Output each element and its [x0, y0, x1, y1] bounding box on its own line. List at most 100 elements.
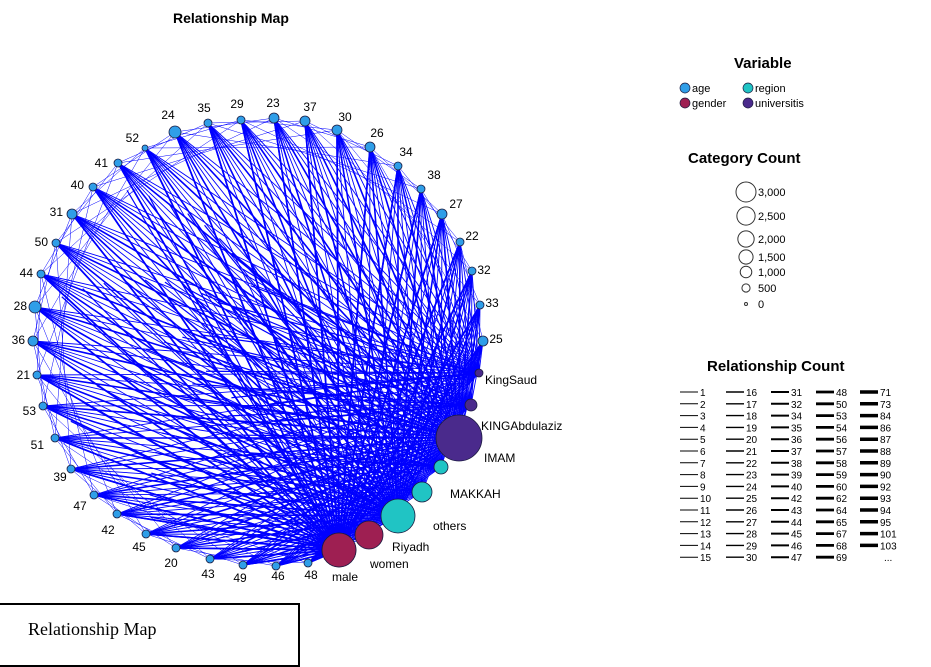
node-53 [39, 402, 47, 410]
relationship-count-label: 92 [880, 482, 892, 493]
node-40 [89, 183, 97, 191]
node-45 [142, 530, 150, 538]
category-count-label: 3,000 [758, 187, 786, 199]
node-label-makkah: MAKKAH [450, 487, 501, 501]
caption-box: Relationship Map [0, 603, 300, 667]
relationship-count-label: 93 [880, 494, 892, 505]
node-20 [172, 544, 180, 552]
relationship-count-label: 50 [836, 400, 848, 411]
relationship-count-label: 14 [700, 541, 712, 552]
relationship-count-label: 47 [791, 553, 803, 564]
node-label-48: 48 [304, 568, 318, 582]
node-kingabdulaziz [436, 415, 482, 461]
relationship-count-label: 69 [836, 553, 848, 564]
node-label-kingsaud: KingSaud [485, 373, 537, 387]
node-29 [237, 116, 245, 124]
relationship-count-label: ... [884, 553, 892, 564]
relationship-count-label: 67 [836, 530, 848, 541]
node-unlabeled [465, 399, 477, 411]
relationship-count-label: 21 [746, 447, 758, 458]
relationship-count-label: 54 [836, 423, 848, 434]
relationship-count-label: 73 [880, 400, 892, 411]
relationship-count-label: 42 [791, 494, 803, 505]
node-label-imam: IMAM [484, 451, 515, 465]
node-label-others: others [433, 519, 466, 533]
edge-line [33, 243, 56, 341]
node-label-26: 26 [370, 126, 384, 140]
relationship-count-label: 30 [746, 553, 758, 564]
node-label-44: 44 [20, 266, 34, 280]
relationship-count-label: 16 [746, 388, 758, 399]
node-label-women: women [369, 557, 409, 571]
relationship-count-label: 101 [880, 530, 897, 541]
relationship-count-label: 56 [836, 435, 848, 446]
relationship-count-label: 5 [700, 435, 706, 446]
category-count-circle [740, 266, 752, 278]
relationship-count-label: 45 [791, 530, 803, 541]
category-count-label: 2,000 [758, 234, 786, 246]
category-count-circle [738, 231, 754, 247]
relationship-count-label: 9 [700, 482, 706, 493]
relationship-count-label: 2 [700, 400, 706, 411]
relationship-count-label: 48 [836, 388, 848, 399]
node-riyadh [355, 521, 383, 549]
relationship-count-label: 44 [791, 518, 803, 529]
relationship-count-label: 40 [791, 482, 803, 493]
relationship-count-label: 20 [746, 435, 758, 446]
node-37 [300, 116, 310, 126]
node-label-38: 38 [427, 168, 441, 182]
relationship-count-label: 18 [746, 412, 758, 423]
node-50 [52, 239, 60, 247]
relationship-count-label: 34 [791, 412, 803, 423]
node-44 [37, 270, 45, 278]
relationship-count-label: 53 [836, 412, 848, 423]
relationship-count-label: 22 [746, 459, 758, 470]
variable-legend-label: gender [692, 98, 727, 110]
node-label-34: 34 [399, 145, 413, 159]
variable-legend-label: age [692, 83, 710, 95]
relationship-count-label: 94 [880, 506, 892, 517]
node-49 [239, 561, 247, 569]
node-label-20: 20 [164, 556, 178, 570]
relationship-count-label: 19 [746, 423, 758, 434]
relationship-count-label: 27 [746, 518, 758, 529]
node-41 [114, 159, 122, 167]
relationship-count-label: 38 [791, 459, 803, 470]
relationship-count-label: 26 [746, 506, 758, 517]
category-count-label: 500 [758, 283, 776, 295]
node-label-23: 23 [266, 96, 280, 110]
relationship-count-label: 25 [746, 494, 758, 505]
node-39 [67, 465, 75, 473]
variable-legend-label: universitis [755, 98, 804, 110]
node-51 [51, 434, 59, 442]
relationship-count-label: 90 [880, 471, 892, 482]
edge-line [208, 121, 305, 123]
category-count-circle [739, 250, 753, 264]
variable-legend-title: Variable [734, 55, 792, 72]
relationship-count-legend: 1234567891011121314151617181920212223242… [680, 388, 897, 564]
node-52 [142, 145, 148, 151]
category-count-circle [745, 303, 748, 306]
relationship-count-label: 43 [791, 506, 803, 517]
node-label-male: male [332, 570, 358, 584]
relationship-count-label: 103 [880, 541, 897, 552]
category-count-label: 2,500 [758, 211, 786, 223]
node-31 [67, 209, 77, 219]
relationship-count-label: 7 [700, 459, 706, 470]
variable-legend-swatch [743, 83, 753, 93]
node-43 [206, 555, 214, 563]
node-label-kingabdulaziz: KINGAbdulaziz [481, 419, 562, 433]
relationship-count-label: 65 [836, 518, 848, 529]
node-label-24: 24 [161, 108, 175, 122]
category-count-circle [737, 207, 755, 225]
relationship-count-label: 60 [836, 482, 848, 493]
edge-line [94, 495, 308, 563]
edge-line [35, 214, 72, 307]
edge-line [145, 120, 241, 148]
node-label-42: 42 [101, 523, 115, 537]
relationship-count-label: 15 [700, 553, 712, 564]
node-26 [365, 142, 375, 152]
relationship-count-label: 23 [746, 471, 758, 482]
node-label-36: 36 [12, 333, 26, 347]
relationship-count-label: 57 [836, 447, 848, 458]
